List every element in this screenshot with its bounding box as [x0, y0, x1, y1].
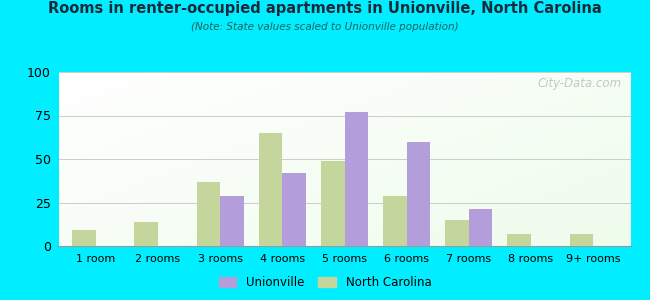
Bar — [508, 234, 531, 246]
Text: City-Data.com: City-Data.com — [538, 77, 622, 90]
Bar — [259, 133, 282, 246]
Bar — [407, 142, 430, 246]
Bar — [569, 234, 593, 246]
Text: (Note: State values scaled to Unionville population): (Note: State values scaled to Unionville… — [191, 22, 459, 32]
Bar — [135, 222, 158, 246]
Bar — [220, 196, 244, 246]
Bar — [469, 209, 493, 246]
Text: Rooms in renter-occupied apartments in Unionville, North Carolina: Rooms in renter-occupied apartments in U… — [48, 2, 602, 16]
Bar — [344, 112, 368, 246]
Bar — [72, 230, 96, 246]
Bar — [383, 196, 407, 246]
Bar — [196, 182, 220, 246]
Legend: Unionville, North Carolina: Unionville, North Carolina — [214, 272, 436, 294]
Bar — [282, 173, 306, 246]
Bar — [321, 161, 345, 246]
Bar — [445, 220, 469, 246]
